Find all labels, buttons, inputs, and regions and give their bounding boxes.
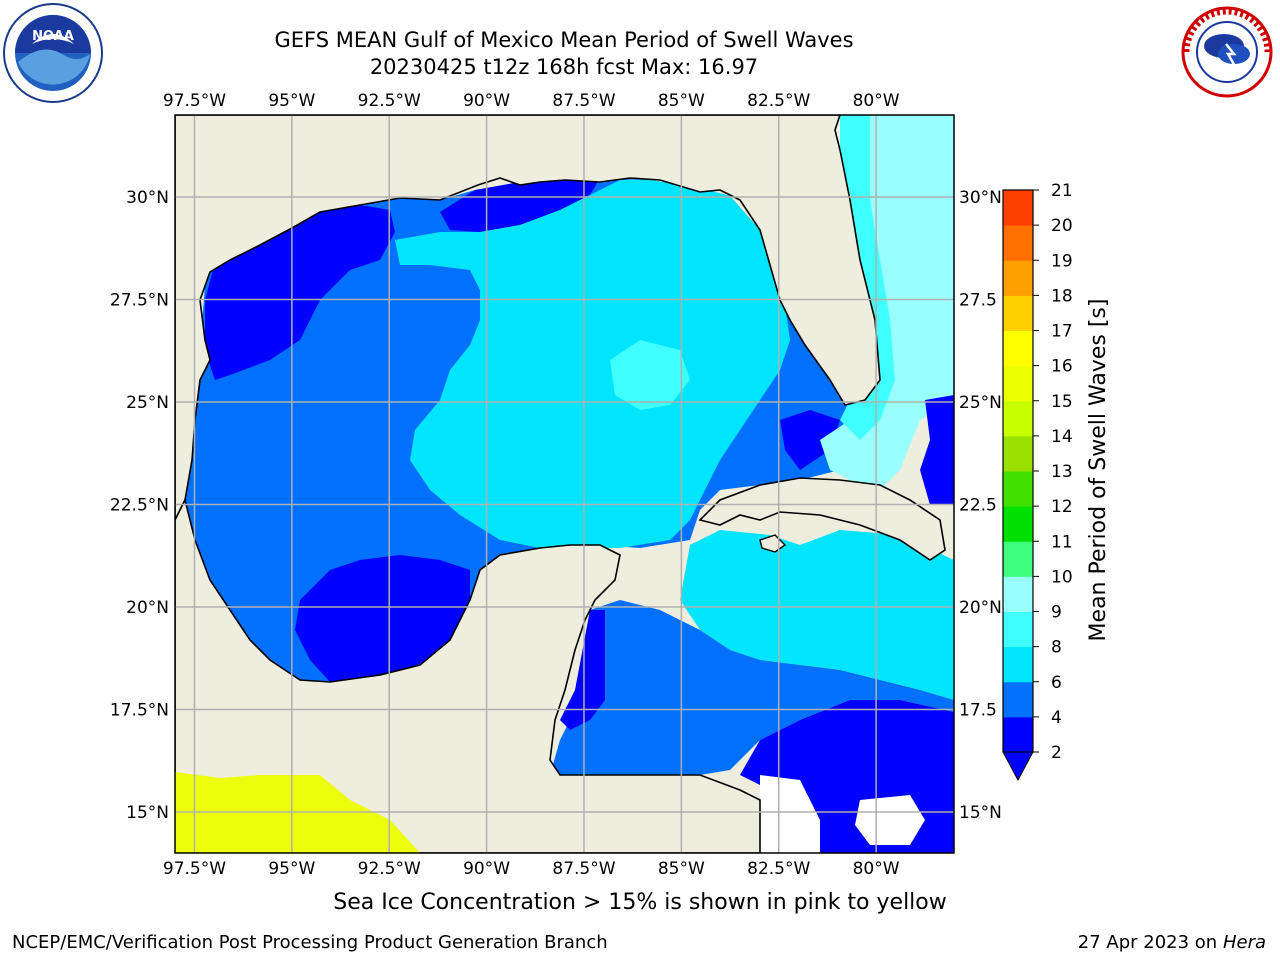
- colorbar-extend-min: [1002, 751, 1034, 782]
- colorbar-segment-4: [1003, 576, 1033, 612]
- colorbar-tick-label-14: 19: [1051, 251, 1073, 271]
- machine-name: Hera: [1222, 932, 1266, 953]
- lon-label-bottom-4: 87.5°W: [552, 859, 615, 879]
- colorbar-segment-0: [1003, 716, 1033, 753]
- gulf-swell-period-4to6: [395, 180, 790, 548]
- bahamas-swell-period-lt2: [920, 395, 954, 505]
- colorbar-tick-label-11: 16: [1051, 357, 1073, 377]
- colorbar-tick-label-13: 18: [1051, 286, 1073, 306]
- colorbar-segment-8: [1003, 435, 1033, 472]
- colorbar-segment-5: [1003, 541, 1033, 577]
- lon-label-bottom-3: 90°W: [463, 859, 510, 879]
- colorbar-tick-label-7: 12: [1051, 497, 1073, 517]
- lon-label-bottom-6: 82.5°W: [747, 859, 810, 879]
- colorbar-segment-7: [1003, 471, 1033, 507]
- lon-label-bottom-5: 85°W: [658, 859, 705, 879]
- lon-label-top-6: 82.5°W: [747, 91, 810, 111]
- colorbar-tick-label-2: 6: [1051, 673, 1062, 693]
- colorbar-tick-label-6: 11: [1051, 532, 1073, 552]
- lat-label-right-2: 25°N: [959, 393, 1002, 413]
- lat-label-left-4: 20°N: [126, 598, 169, 618]
- colorbar-segment-2: [1003, 646, 1033, 683]
- land-us-gulf-coast: [175, 115, 881, 521]
- lat-label-left-3: 22.5°N: [110, 496, 169, 516]
- gulf-swell-period-lt2-bay-campeche: [295, 555, 470, 682]
- lat-label-left-1: 27.5°N: [110, 291, 169, 311]
- colorbar-segment-12: [1003, 295, 1033, 331]
- land-florida-keys-cuba: [698, 477, 946, 561]
- lat-label-right-0: 30°N: [959, 188, 1002, 208]
- lat-label-left-2: 25°N: [126, 393, 169, 413]
- lon-label-top-0: 97.5°W: [163, 91, 226, 111]
- caribbean-swell-period-lt2-west: [560, 610, 605, 730]
- colorbar-tick-label-0: 2: [1051, 743, 1062, 763]
- lon-label-top-2: 92.5°W: [358, 91, 421, 111]
- colorbar-tick-label-3: 8: [1051, 638, 1062, 658]
- lon-label-bottom-1: 95°W: [268, 859, 315, 879]
- map-title: GEFS MEAN Gulf of Mexico Mean Period of …: [274, 28, 854, 52]
- colorbar-segment-11: [1003, 330, 1033, 367]
- colorbar-tick-label-15: 20: [1051, 216, 1073, 236]
- lat-label-right-1: 27.5: [959, 291, 997, 311]
- lat-label-right-3: 22.5: [959, 496, 997, 516]
- colorbar-segment-9: [1003, 400, 1033, 437]
- land-mexico: [175, 497, 761, 853]
- map-subtitle: 20230425 t12z 168h fcst Max: 16.97: [369, 55, 759, 79]
- lon-label-top-1: 95°W: [268, 91, 315, 111]
- colorbar-segment-1: [1003, 681, 1033, 718]
- lat-label-right-6: 15°N: [959, 803, 1002, 823]
- colorbar-tick-label-5: 10: [1051, 567, 1073, 587]
- nws-logo-icon: [1181, 6, 1273, 98]
- credit-line: NCEP/EMC/Verification Post Processing Pr…: [12, 932, 608, 953]
- lat-label-left-6: 15°N: [126, 803, 169, 823]
- colorbar-tick-label-9: 14: [1051, 427, 1073, 447]
- colorbar-segment-15: [1003, 190, 1033, 226]
- gulf-swell-period-lt2-north: [440, 178, 600, 232]
- sea-ice-note: Sea Ice Concentration > 15% is shown in …: [333, 890, 947, 915]
- date-text: 27 Apr 2023 on: [1077, 932, 1218, 953]
- colorbar-tick-label-4: 9: [1051, 603, 1062, 623]
- gulf-swell-period-lt2-florida-shelf: [780, 410, 840, 470]
- map-plot-area: [175, 115, 954, 853]
- lat-label-right-4: 20°N: [959, 598, 1002, 618]
- colorbar-segment-14: [1003, 225, 1033, 261]
- colorbar-tick-label-10: 15: [1051, 392, 1073, 412]
- lon-label-top-4: 87.5°W: [552, 91, 615, 111]
- lon-label-top-3: 90°W: [463, 91, 510, 111]
- colorbar-segment-13: [1003, 260, 1033, 296]
- colorbar-tick-label-16: 21: [1051, 181, 1073, 201]
- colorbar-tick-label-1: 4: [1051, 708, 1062, 728]
- lon-label-bottom-2: 92.5°W: [358, 859, 421, 879]
- map-axis-labels: 97.5°W 97.5°W 95°W 95°W 92.5°W 92.5°W 90°W 90°W…: [110, 91, 1002, 879]
- lon-label-top-5: 85°W: [658, 91, 705, 111]
- lon-label-bottom-0: 97.5°W: [163, 859, 226, 879]
- caribbean-swell-period-4to6: [680, 530, 954, 700]
- map-gridlines: [175, 115, 954, 853]
- colorbar-label: Mean Period of Swell Waves [s]: [1086, 299, 1111, 642]
- svg-text:NOAA: NOAA: [32, 29, 74, 44]
- noaa-logo-icon: NOAA: [3, 3, 103, 103]
- colorbar-segment-10: [1003, 365, 1033, 402]
- map-frame: [174, 114, 955, 854]
- lat-label-left-0: 30°N: [126, 188, 169, 208]
- caribbean-swell-period-2to4: [550, 600, 954, 775]
- no-data-patch-caribbean-2: [855, 795, 925, 845]
- lat-label-left-5: 17.5°N: [110, 701, 169, 721]
- colorbar-tick-label-12: 17: [1051, 322, 1073, 342]
- colorbar-segment-3: [1003, 611, 1033, 648]
- lon-label-top-7: 80°W: [853, 91, 900, 111]
- lat-label-right-5: 17.5: [959, 701, 997, 721]
- colorbar-segment-6: [1003, 506, 1033, 542]
- lon-label-bottom-7: 80°W: [853, 859, 900, 879]
- colorbar-tick-label-8: 13: [1051, 462, 1073, 482]
- gulf-swell-period-6to8-patch: [610, 340, 690, 410]
- no-data-patch-caribbean: [760, 775, 820, 853]
- date-line: 27 Apr 2023 on Hera: [1078, 932, 1266, 953]
- colorbar: 2 4 6 8 9 10 11 12 13 14 15 16 17 18 19 20 21: [1002, 181, 1073, 782]
